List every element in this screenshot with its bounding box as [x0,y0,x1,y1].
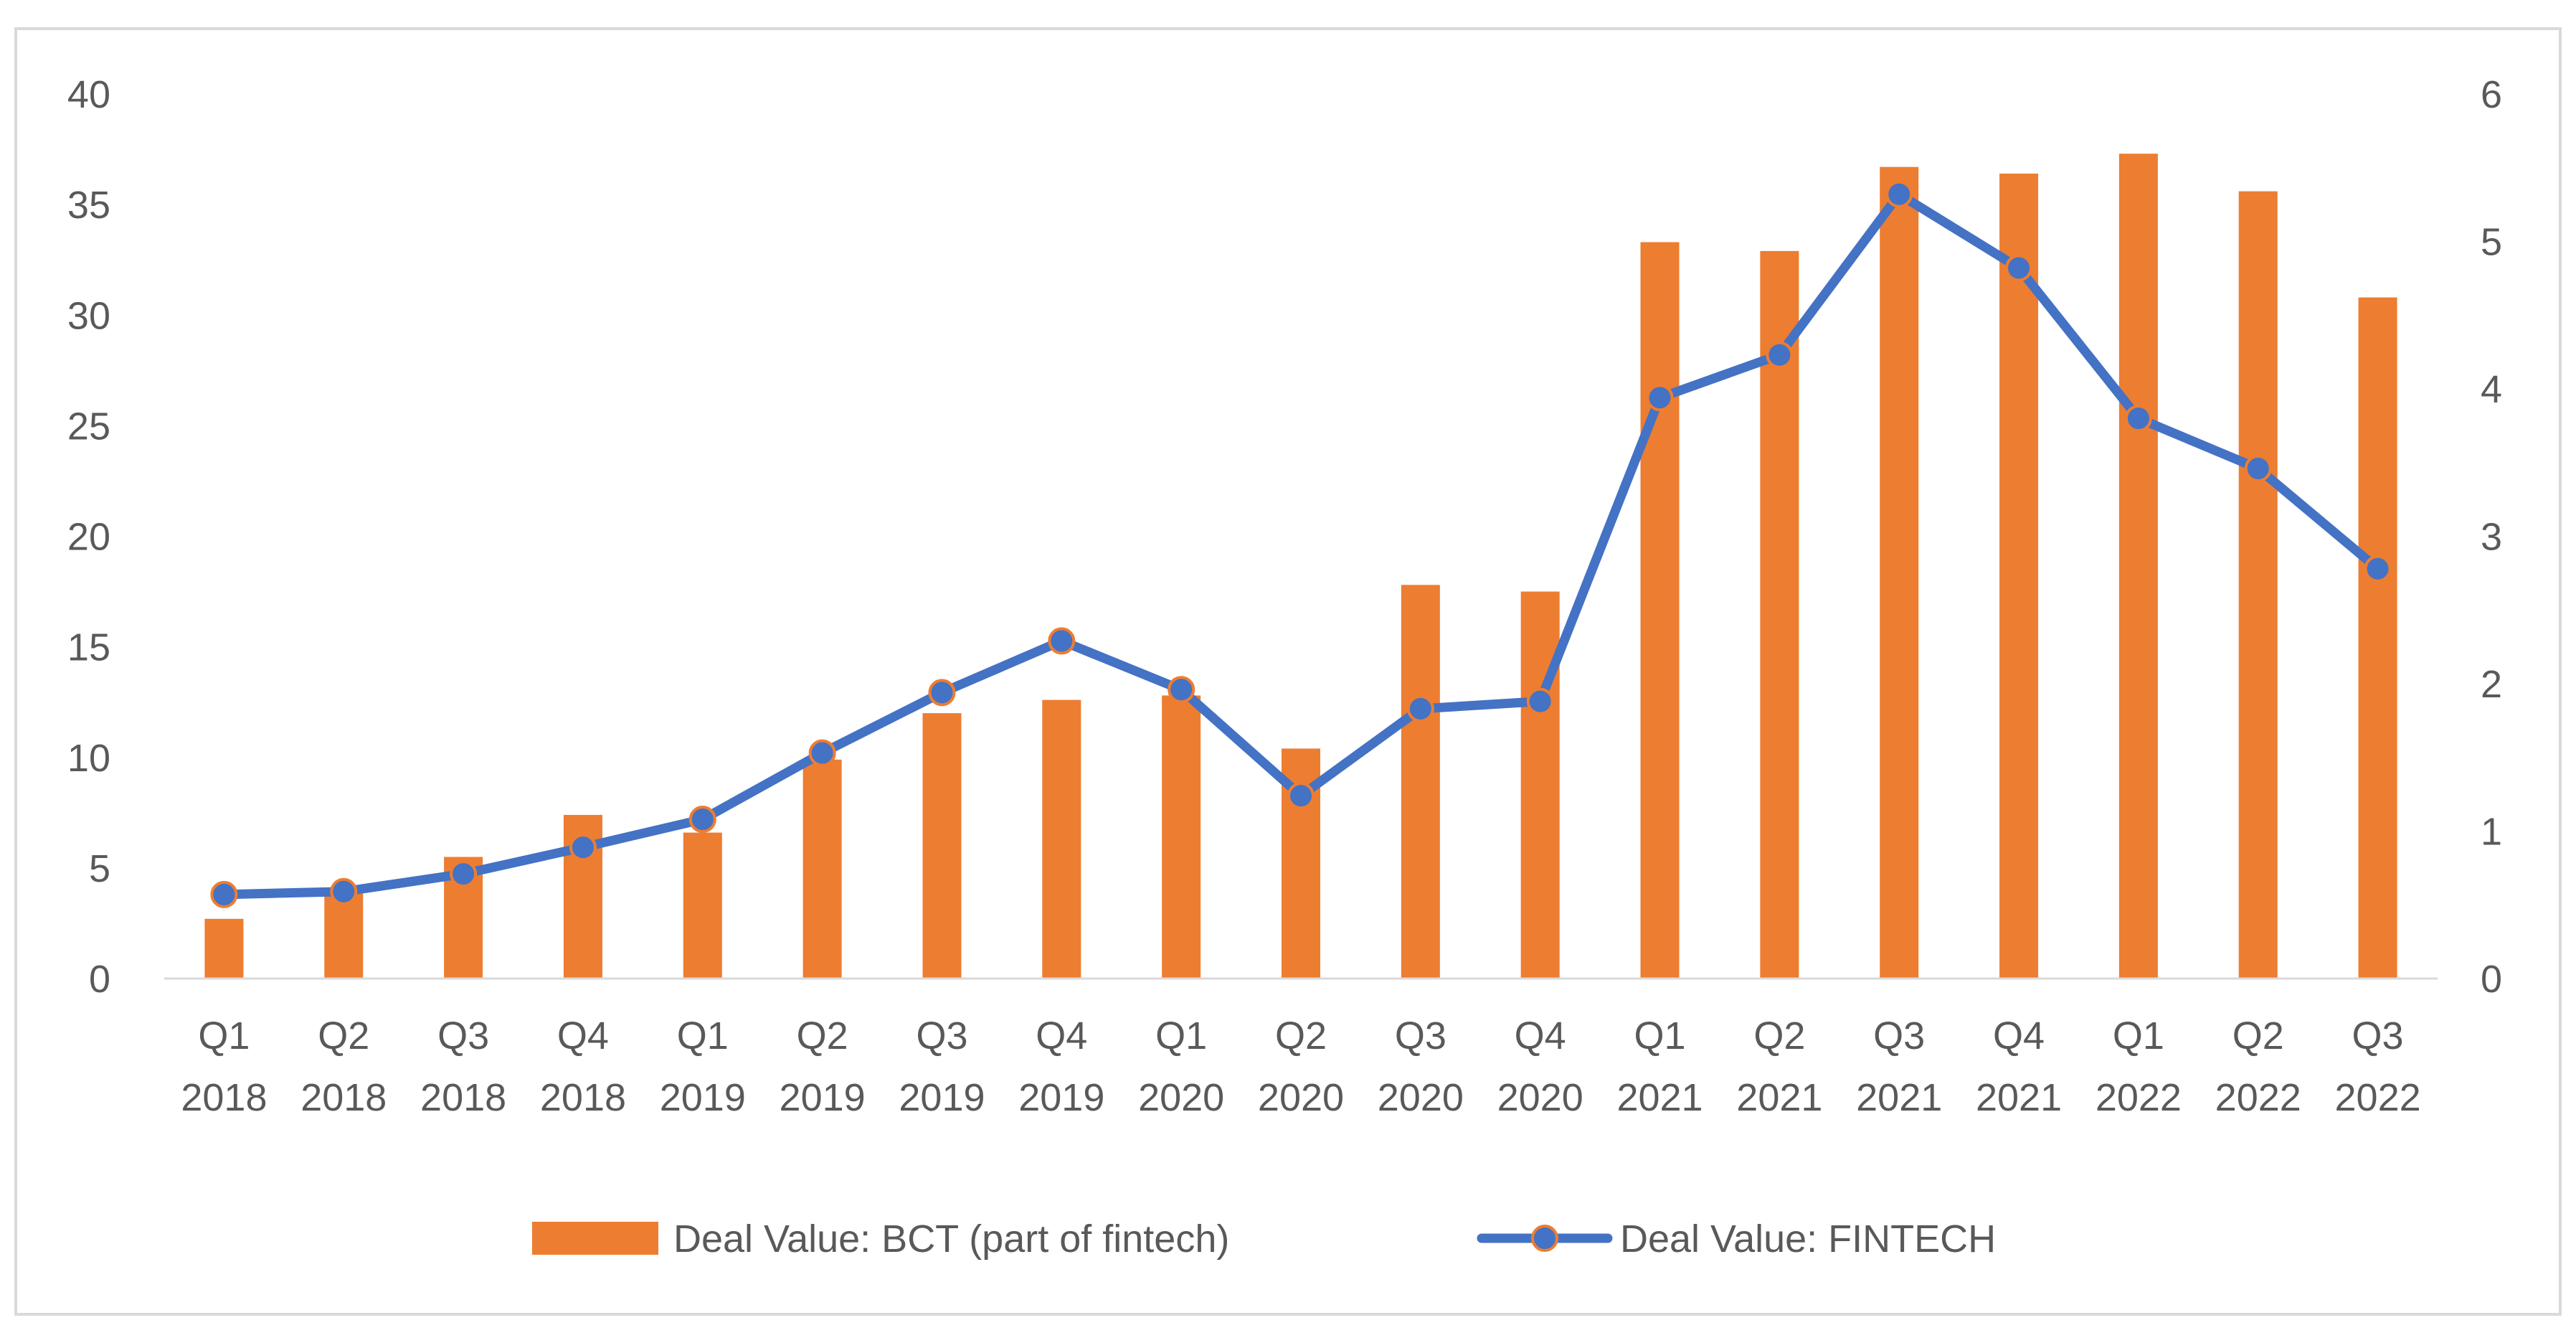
bar-bct [1760,250,1799,979]
right-axis-tick-label: 1 [2481,811,2502,854]
fintech-marker [2244,454,2272,482]
fintech-marker [1406,694,1434,722]
x-axis-quarter-label: Q4 [1036,1014,1087,1057]
right-axis-tick-label: 6 [2481,73,2502,116]
left-axis-tick-label: 0 [89,958,110,1001]
x-axis-year-label: 2021 [1736,1076,1822,1119]
x-axis-year-label: 2021 [1856,1076,1942,1119]
left-axis-tick-label: 20 [67,516,110,559]
bar-bct [1042,699,1081,979]
fintech-marker [1646,384,1674,412]
x-axis-quarter-label: Q2 [797,1014,848,1057]
fintech-marker [1287,782,1315,810]
x-axis-year-label: 2019 [660,1076,746,1119]
left-axis-tick-label: 10 [67,737,110,780]
x-axis-quarter-label: Q3 [437,1014,489,1057]
x-axis-year-label: 2020 [1258,1076,1344,1119]
bar-bct [1880,166,1919,979]
x-axis-year-label: 2018 [300,1076,387,1119]
bar-bct [2118,154,2158,979]
x-axis-quarter-label: Q1 [1155,1014,1207,1057]
combo-chart: 0 5 10 15 20 25 30 35 40 0 1 2 3 4 5 6 Q1 2018 Q2 2018 Q3 201… [67,73,2502,1260]
x-axis-year-label: 2020 [1497,1076,1583,1119]
x-axis-year-label: 2022 [2335,1076,2421,1119]
fintech-marker [450,860,478,888]
fintech-marker [2005,254,2033,282]
fintech-marker [1048,627,1076,655]
legend-label-fintech: Deal Value: FINTECH [1620,1217,1996,1260]
legend: Deal Value: BCT (part of fintech) Deal Va… [532,1217,1996,1260]
x-axis-quarter-label: Q2 [318,1014,369,1057]
right-axis-tick-label: 5 [2481,221,2502,264]
x-axis-year-label: 2019 [1018,1076,1104,1119]
x-axis-year-label: 2018 [540,1076,626,1119]
fintech-marker [688,806,716,834]
x-axis-quarter-label: Q3 [916,1014,967,1057]
right-axis-tick-label: 2 [2481,663,2502,706]
x-axis-quarter-label: Q1 [677,1014,729,1057]
right-axis-tick-label: 4 [2481,368,2502,411]
left-axis-tick-label: 30 [67,294,110,337]
x-axis-quarter-label: Q4 [1515,1014,1566,1057]
fintech-marker [210,880,238,908]
fintech-marker [2124,405,2152,433]
left-axis-tick-label: 15 [67,626,110,669]
bar-bct [1401,585,1440,979]
x-axis-year-label: 2022 [2096,1076,2182,1119]
bar-bct [204,918,244,979]
x-axis-year-label: 2019 [899,1076,985,1119]
x-axis-year-label: 2020 [1138,1076,1224,1119]
legend-swatch-bct [532,1222,658,1255]
x-axis-quarter-label: Q2 [1753,1014,1805,1057]
bar-bct [2238,191,2278,979]
x-axis-quarter-label: Q4 [557,1014,609,1057]
x-axis-quarter-label: Q4 [1993,1014,2045,1057]
x-axis-year-label: 2018 [420,1076,506,1119]
bar-bct [802,759,842,979]
fintech-marker [1168,676,1195,704]
left-axis-tick-label: 40 [67,73,110,116]
fintech-marker [1526,687,1554,715]
left-axis-tick-label: 25 [67,405,110,448]
fintech-marker [1766,341,1794,369]
x-axis-year-label: 2019 [780,1076,866,1119]
bar-bct [1520,591,1560,979]
right-axis-tick-label: 3 [2481,516,2502,559]
bar-bct [1640,242,1680,979]
bar-bct [324,892,364,979]
fintech-marker [569,834,597,862]
x-axis-quarter-label: Q3 [2352,1014,2404,1057]
x-axis-year-label: 2018 [181,1076,267,1119]
right-axis-tick-label: 0 [2481,958,2502,1001]
fintech-marker [928,679,956,707]
fintech-marker [1885,180,1913,208]
x-axis-quarter-label: Q1 [2113,1014,2164,1057]
bar-bct [683,832,722,979]
legend-label-bct: Deal Value: BCT (part of fintech) [673,1217,1229,1260]
x-axis-quarter-label: Q3 [1395,1014,1446,1057]
x-axis-quarter-label: Q1 [1634,1014,1686,1057]
legend-swatch-fintech-marker [1531,1225,1558,1252]
x-axis-quarter-label: Q1 [198,1014,250,1057]
bar-bct [1162,695,1201,979]
x-axis-quarter-label: Q2 [1275,1014,1327,1057]
x-axis-quarter-label: Q2 [2232,1014,2284,1057]
chart-frame: 0 5 10 15 20 25 30 35 40 0 1 2 3 4 5 6 Q1 2018 Q2 2018 Q3 201… [14,27,2562,1316]
bar-bct [1999,173,2039,979]
left-axis-tick-label: 5 [89,847,110,890]
line-layer [210,180,2392,908]
fintech-marker [330,877,358,905]
axes-layer: 0 5 10 15 20 25 30 35 40 0 1 2 3 4 5 6 Q1 2018 Q2 2018 Q3 201… [67,73,2502,1119]
left-axis-tick-label: 35 [67,184,110,227]
x-axis-year-label: 2020 [1378,1076,1464,1119]
x-axis-quarter-label: Q3 [1873,1014,1925,1057]
bar-bct [922,713,962,979]
x-axis-year-label: 2022 [2215,1076,2301,1119]
x-axis-year-label: 2021 [1616,1076,1703,1119]
fintech-marker [2364,555,2392,583]
fintech-marker [808,739,836,767]
bar-bct [2358,297,2397,979]
x-axis-year-label: 2021 [1976,1076,2062,1119]
